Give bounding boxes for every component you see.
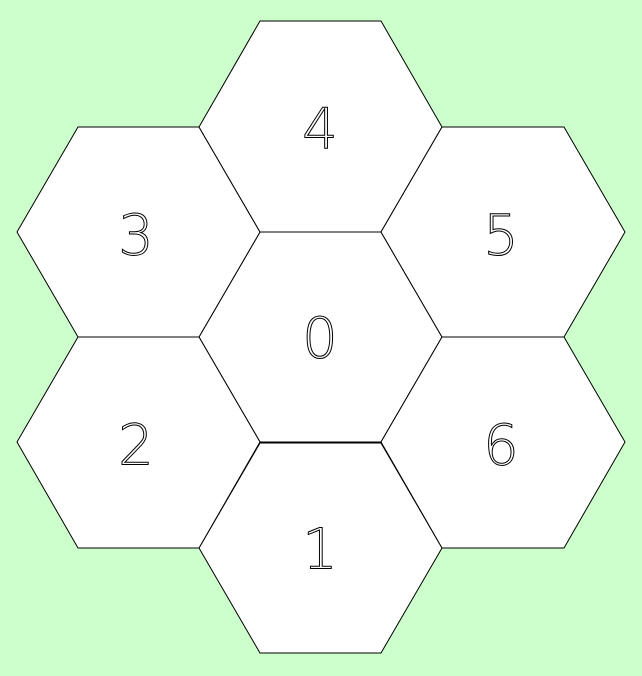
cell-number: 3 bbox=[118, 204, 154, 269]
cell-number: 0 bbox=[302, 307, 338, 372]
cell-number: 5 bbox=[483, 204, 519, 269]
hex-cell-lower-left: 2 bbox=[16, 336, 261, 549]
hex-cell-upper-right: 5 bbox=[380, 126, 626, 338]
cell-number: 4 bbox=[302, 98, 338, 163]
cell-number: 1 bbox=[302, 518, 338, 583]
hexagon-shape bbox=[380, 336, 626, 549]
cell-number: 2 bbox=[118, 414, 154, 479]
hex-cell-upper-left: 3 bbox=[16, 126, 261, 338]
hex-cell-lower-right: 6 bbox=[380, 336, 626, 549]
hex-cell-center: 0 bbox=[198, 231, 443, 443]
cell-number: 6 bbox=[483, 414, 519, 479]
hex-cell-top: 4 bbox=[198, 20, 443, 233]
